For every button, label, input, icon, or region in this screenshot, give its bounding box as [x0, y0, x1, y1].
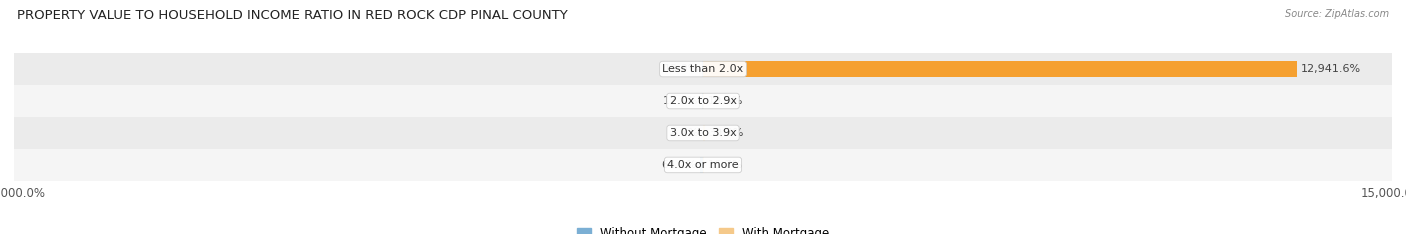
Bar	[703, 61, 1298, 77]
Bar	[700, 157, 703, 173]
Legend: Without Mortgage, With Mortgage: Without Mortgage, With Mortgage	[572, 222, 834, 234]
Text: 2.0x to 2.9x: 2.0x to 2.9x	[669, 96, 737, 106]
Text: Less than 2.0x: Less than 2.0x	[662, 64, 744, 74]
Text: PROPERTY VALUE TO HOUSEHOLD INCOME RATIO IN RED ROCK CDP PINAL COUNTY: PROPERTY VALUE TO HOUSEHOLD INCOME RATIO…	[17, 9, 568, 22]
Bar	[14, 85, 1392, 117]
Text: 12.0%: 12.0%	[664, 64, 699, 74]
Text: 17.1%: 17.1%	[664, 96, 699, 106]
Text: 12,941.6%: 12,941.6%	[1301, 64, 1361, 74]
Text: 3.0x to 3.9x: 3.0x to 3.9x	[669, 128, 737, 138]
Bar	[14, 149, 1392, 181]
Bar	[703, 125, 704, 141]
Text: 16.7%: 16.7%	[707, 160, 742, 170]
Text: Source: ZipAtlas.com: Source: ZipAtlas.com	[1285, 9, 1389, 19]
Bar	[14, 53, 1392, 85]
Text: 6.7%: 6.7%	[671, 128, 699, 138]
Text: 4.0x or more: 4.0x or more	[668, 160, 738, 170]
Text: 19.5%: 19.5%	[707, 96, 742, 106]
Bar	[14, 117, 1392, 149]
Text: 64.2%: 64.2%	[661, 160, 696, 170]
Text: 39.3%: 39.3%	[709, 128, 744, 138]
